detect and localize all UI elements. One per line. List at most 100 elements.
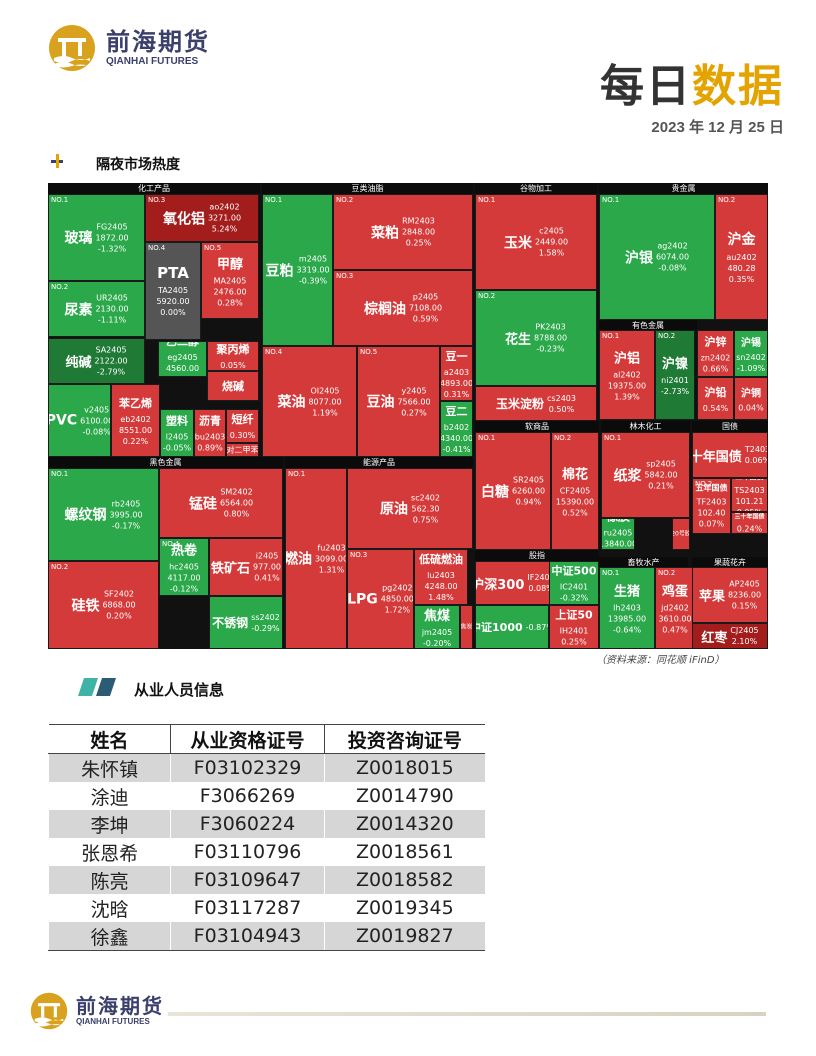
- heatmap-tile: 中证1000-0.87%: [475, 605, 549, 649]
- heatmap-tile: NO.1 生猪 lh2403 13985.00 -0.64%: [599, 567, 655, 649]
- header-qualification: 从业资格证号: [170, 724, 325, 754]
- tile-name: 白糖: [480, 484, 509, 500]
- tile-price: 4248.00: [424, 582, 458, 591]
- tile-code: y2405: [401, 386, 427, 395]
- tile-price: 3099.00: [314, 554, 347, 563]
- tile-price: 3271.00: [207, 213, 242, 223]
- tile-name: 菜粕: [370, 225, 399, 241]
- tile-info: SA2405 2122.00 -2.79%: [94, 345, 127, 378]
- table-row: 沈晗 F03117287 Z0019345: [47, 894, 485, 922]
- staff-name: 沈晗: [47, 894, 171, 922]
- tile-name: 玻璃: [64, 230, 93, 247]
- tile-info: 0.04%: [738, 402, 763, 413]
- tile-chg: 0.54%: [702, 403, 729, 413]
- qianhai-footer-logo-icon: [30, 992, 68, 1030]
- heatmap-tile: 沪锡 sn2402 -1.09%: [734, 330, 768, 377]
- tile-rank: NO.4: [148, 244, 166, 252]
- heatmap-tile: 短纤 0.30%: [226, 409, 259, 443]
- heatmap-tile: NO.5 甲醇 MA2405 2476.00 0.28%: [201, 242, 259, 319]
- tile-code: eg2405: [167, 353, 198, 362]
- tile-rank: NO.2: [51, 563, 69, 571]
- tile-chg: 0.41%: [254, 573, 280, 583]
- tile-chg: 0.22%: [122, 436, 149, 446]
- tile-code: c2405: [539, 226, 564, 236]
- report-date: 2023 年 12 月 25 日: [651, 119, 784, 136]
- tile-code: lh2403: [613, 603, 641, 613]
- tile-chg: 0.30%: [229, 431, 256, 440]
- tile-chg: -0.05%: [162, 443, 192, 453]
- staff-name: 张恩希: [47, 838, 171, 866]
- tile-price: 13840.00: [602, 539, 634, 549]
- tile-price: 2122.00: [94, 356, 128, 366]
- tile-name: 锰硅: [188, 496, 217, 512]
- table-row: 张恩希 F03110796 Z0018561: [47, 838, 485, 866]
- tile-info: CF2405 15390.00 0.52%: [556, 486, 594, 519]
- tile-chg: 0.94%: [515, 497, 542, 507]
- tile-name: 红枣: [701, 630, 728, 646]
- tile-chg: -1.32%: [97, 244, 127, 253]
- heatmap-tile: NO.1 玻璃 FG2405 1872.00 -1.32%: [48, 194, 145, 281]
- tile-info: FG2405 1872.00 -1.32%: [95, 221, 128, 254]
- tile-chg: 0.75%: [412, 515, 439, 524]
- tile-code: ao2402: [209, 202, 240, 212]
- tile-name: 中证1000: [475, 621, 523, 634]
- heatmap-tile: NO.1 燃油 fu2403 3099.00 1.31%: [285, 468, 347, 649]
- tile-code: b2402: [443, 423, 470, 432]
- tile-price: 101.21: [735, 497, 764, 506]
- tile-info: v2405 6100.00 -0.08%: [80, 404, 111, 437]
- tile-name: 豆粕: [265, 263, 294, 279]
- category-header: 林木化工: [601, 421, 690, 432]
- staff-qual: F03104943: [170, 922, 325, 951]
- tile-name: 甲醇: [216, 257, 243, 272]
- heatmap-tile: 原油 sc2402 562.30 0.75%: [347, 468, 473, 549]
- tile-price: 2130.00: [95, 304, 129, 314]
- tile-rank: NO.4: [162, 540, 180, 548]
- tile-info: sp2405 5842.00 0.21%: [644, 459, 677, 492]
- tile-rank: NO.3: [148, 196, 166, 204]
- staff-qual: F03110796: [170, 838, 325, 866]
- tile-name: 鸡蛋: [661, 584, 688, 600]
- tile-name: PVC: [48, 412, 78, 429]
- tile-price: 3319.00: [296, 265, 330, 275]
- heatmap-tile: NO.1 沪银 ag2402 6074.00 -0.08%: [599, 194, 715, 320]
- tile-name: 纯碱: [65, 355, 92, 371]
- tile-price: 480.28: [727, 264, 756, 273]
- title-accent: 数据: [692, 61, 784, 112]
- tile-price: 3995.00: [109, 510, 143, 519]
- tile-name: 豆油: [366, 394, 395, 411]
- tile-chg: -0.08%: [658, 263, 687, 273]
- tile-name: 苹果: [698, 589, 725, 605]
- tile-name: 氧化铝: [162, 211, 205, 227]
- heatmap-tile: 豆二 b2402 4340.00 -0.41%: [440, 401, 473, 457]
- heatmap-tile: 沥青 bu2403 0.89%: [194, 409, 226, 457]
- tile-code: zn2402: [700, 353, 731, 362]
- tile-code: UR2405: [96, 293, 128, 303]
- tile-price: 5842.00: [644, 470, 678, 480]
- tile-name: 沪铅: [704, 385, 727, 399]
- staff-name: 陈亮: [47, 866, 171, 894]
- staff-qual: F03117287: [170, 894, 325, 922]
- tile-price: 102.40: [697, 508, 726, 518]
- heatmap-tile: 上证50 IH2401 0.25%: [549, 605, 599, 649]
- tile-price: 2449.00: [534, 237, 569, 247]
- tile-code: ru2405: [603, 528, 633, 538]
- tile-info: ag2402 6074.00 -0.08%: [656, 241, 689, 274]
- heatmap-tile: 苯乙烯 eb2402 8551.00 0.22%: [111, 384, 160, 457]
- tile-info: zn2402 0.66%: [701, 352, 731, 374]
- tile-chg: 0.21%: [648, 481, 674, 491]
- tile-code: OI2405: [310, 386, 340, 395]
- tile-name: 豆一: [445, 349, 468, 363]
- tile-info: MA2405 2476.00 0.28%: [213, 275, 246, 308]
- tile-code: a2403: [443, 367, 470, 377]
- tile-rank: NO.1: [478, 434, 496, 442]
- tile-price: 8551.00: [118, 425, 153, 435]
- tile-price: 6100.00: [80, 416, 111, 425]
- heatmap-tile: 三十年国债 0.24%: [731, 512, 768, 534]
- tile-chg: -0.17%: [111, 521, 141, 530]
- tile-name: 十年国债: [692, 449, 742, 465]
- tile-name: 沥青: [199, 414, 221, 428]
- category-header: 果蔬花卉: [692, 557, 768, 567]
- staff-consult: Z0014320: [323, 810, 485, 838]
- tile-chg: 0.05%: [734, 507, 764, 511]
- heatmap-tile: NO.4 菜油 OI2405 8077.00 1.19%: [262, 346, 357, 457]
